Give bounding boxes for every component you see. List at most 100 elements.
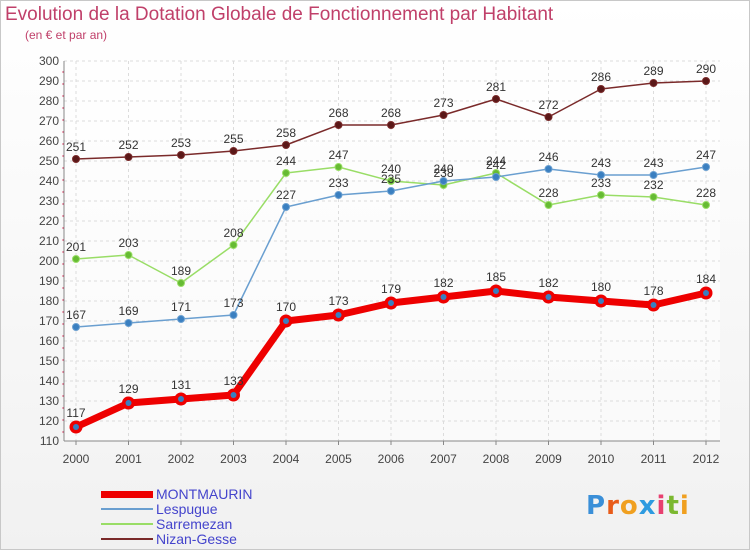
y-tick-label: 260	[39, 134, 59, 148]
data-label-lespugue: 167	[66, 308, 86, 322]
y-tick-label: 230	[39, 194, 59, 208]
y-tick-label: 200	[39, 254, 59, 268]
data-label-sarremezan: 208	[223, 226, 243, 240]
data-point-core-montmaurin	[335, 312, 342, 318]
data-point-nizan-gesse	[649, 79, 658, 87]
data-label-lespugue: 240	[433, 162, 453, 176]
y-tick-label: 300	[39, 54, 59, 68]
y-tick-label: 140	[39, 374, 59, 388]
y-tick-label: 270	[39, 114, 59, 128]
data-label-nizan-gesse: 251	[66, 140, 86, 154]
data-point-sarremezan	[387, 177, 395, 185]
data-label-lespugue: 171	[171, 300, 191, 314]
data-label-nizan-gesse: 286	[591, 70, 611, 84]
legend-swatch-nizan-gesse	[101, 538, 153, 540]
data-label-sarremezan: 244	[486, 154, 506, 168]
data-point-sarremezan	[544, 201, 553, 209]
data-point-core-montmaurin	[493, 288, 499, 294]
data-point-core-montmaurin	[178, 396, 184, 402]
y-tick-label: 170	[39, 314, 59, 328]
data-label-nizan-gesse: 252	[118, 138, 138, 152]
data-label-nizan-gesse: 272	[538, 98, 558, 112]
legend-label-nizan-gesse: Nizan-Gesse	[156, 531, 237, 547]
data-point-lespugue	[334, 191, 343, 199]
data-point-core-montmaurin	[125, 400, 132, 406]
x-tick-label: 2010	[588, 452, 615, 466]
y-tick-label: 160	[39, 334, 59, 348]
x-tick-label: 2001	[115, 452, 142, 466]
legend-swatch-sarremezan	[101, 523, 153, 525]
y-tick-label: 240	[39, 174, 59, 188]
data-point-nizan-gesse	[124, 153, 133, 161]
legend-label-montmaurin: MONTMAURIN	[156, 486, 253, 502]
y-tick-label: 250	[39, 154, 59, 168]
data-point-core-montmaurin	[73, 424, 79, 430]
x-tick-label: 2000	[63, 452, 90, 466]
data-point-lespugue	[597, 171, 605, 179]
data-label-sarremezan: 232	[643, 178, 663, 192]
data-label-montmaurin: 131	[171, 378, 191, 392]
data-point-core-montmaurin	[283, 318, 289, 324]
data-label-nizan-gesse: 268	[381, 106, 401, 120]
data-label-montmaurin: 133	[223, 374, 243, 388]
data-label-montmaurin: 117	[66, 406, 85, 420]
data-point-nizan-gesse	[597, 85, 605, 93]
data-label-sarremezan: 228	[538, 186, 558, 200]
legend-swatch-lespugue	[101, 508, 153, 510]
data-label-lespugue: 235	[381, 172, 401, 186]
data-label-sarremezan: 201	[66, 240, 86, 254]
data-label-sarremezan: 240	[381, 162, 401, 176]
data-point-core-montmaurin	[440, 294, 447, 300]
data-point-lespugue	[387, 187, 395, 195]
data-point-sarremezan	[597, 191, 605, 199]
x-tick-label: 2004	[273, 452, 300, 466]
x-tick-label: 2002	[168, 452, 195, 466]
data-label-montmaurin: 170	[276, 300, 296, 314]
data-label-nizan-gesse: 255	[223, 132, 243, 146]
data-point-sarremezan	[282, 169, 290, 177]
data-point-core-montmaurin	[703, 290, 709, 296]
data-point-core-montmaurin	[598, 298, 604, 304]
data-point-core-montmaurin	[388, 300, 394, 306]
x-tick-label: 2009	[535, 452, 562, 466]
data-label-nizan-gesse: 289	[643, 64, 663, 78]
data-label-montmaurin: 178	[643, 284, 663, 298]
x-tick-label: 2012	[693, 452, 720, 466]
data-point-nizan-gesse	[177, 151, 185, 159]
data-point-sarremezan	[649, 193, 658, 201]
data-point-sarremezan	[229, 241, 238, 249]
data-label-lespugue: 233	[328, 176, 348, 190]
data-label-montmaurin: 185	[486, 270, 506, 284]
data-label-montmaurin: 184	[696, 272, 716, 286]
y-tick-label: 190	[39, 274, 59, 288]
data-label-lespugue: 247	[696, 148, 716, 162]
data-label-nizan-gesse: 281	[486, 80, 506, 94]
y-tick-label: 130	[39, 394, 59, 408]
data-point-nizan-gesse	[544, 113, 553, 121]
data-label-lespugue: 227	[276, 188, 296, 202]
y-tick-label: 120	[39, 414, 59, 428]
y-tick-label: 290	[39, 74, 59, 88]
data-point-sarremezan	[124, 251, 133, 259]
x-tick-label: 2003	[220, 452, 247, 466]
data-label-montmaurin: 180	[591, 280, 611, 294]
data-label-sarremezan: 244	[276, 154, 296, 168]
data-point-sarremezan	[72, 255, 80, 263]
y-tick-label: 110	[40, 434, 59, 448]
data-point-sarremezan	[177, 279, 185, 287]
proxiti-logo: Proxiti	[586, 491, 690, 521]
chart-subtitle: (en € et par an)	[25, 28, 108, 42]
data-point-nizan-gesse	[492, 95, 500, 103]
data-label-nizan-gesse: 268	[328, 106, 348, 120]
data-point-lespugue	[702, 163, 710, 171]
data-point-nizan-gesse	[282, 141, 290, 149]
y-tick-label: 210	[39, 234, 59, 248]
y-tick-label: 280	[39, 94, 59, 108]
data-point-lespugue	[544, 165, 553, 173]
data-point-lespugue	[72, 323, 80, 331]
x-tick-label: 2005	[325, 452, 352, 466]
data-point-lespugue	[439, 177, 448, 185]
legend-swatch-montmaurin	[101, 491, 153, 498]
data-point-core-montmaurin	[230, 392, 237, 398]
